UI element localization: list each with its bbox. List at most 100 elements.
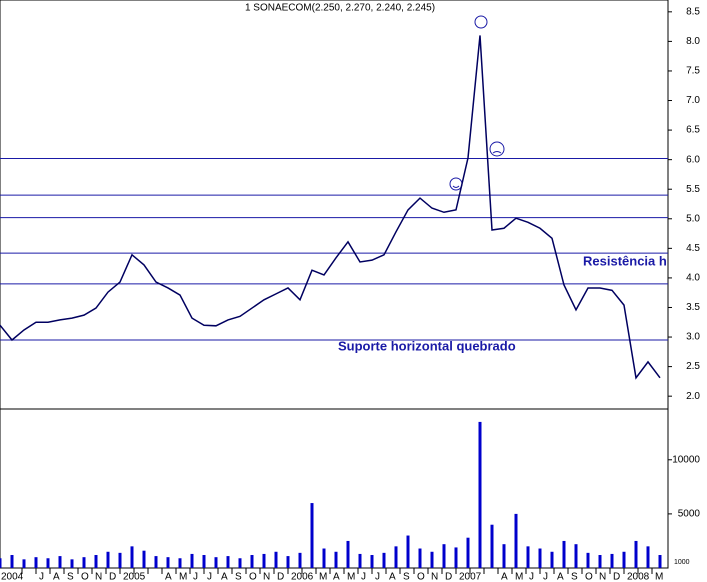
y-tick-label: 4.0 (686, 273, 700, 284)
volume-bar (82, 557, 86, 568)
x-tick-label: J (529, 572, 534, 582)
volume-bar (94, 555, 98, 568)
x-tick-label: 2004 (1, 572, 24, 582)
x-tick-label: A (221, 572, 228, 582)
x-tick-label: S (403, 572, 410, 582)
volume-bar (574, 544, 578, 568)
y-tick-label: 8.5 (686, 6, 700, 17)
y-tick-label: 5000 (678, 509, 701, 520)
volume-bar (586, 552, 590, 568)
annotation: Suporte horizontal quebrado (338, 338, 516, 353)
y-tick-label: 8.0 (686, 36, 700, 47)
chart-title: 1 SONAECOM(2.250, 2.270, 2.240, 2.245) (245, 3, 435, 14)
x-tick-label: A (333, 572, 340, 582)
x-tick-label: D (445, 572, 452, 582)
x-tick-label: M (655, 572, 663, 582)
volume-bar (550, 551, 554, 568)
volume-bar (250, 555, 254, 568)
x-tick-label: J (375, 572, 380, 582)
x-tick-label: O (585, 572, 593, 582)
volume-bar (430, 551, 434, 568)
volume-bar (418, 548, 422, 568)
x-tick-label: M (515, 572, 523, 582)
x-tick-label: O (417, 572, 425, 582)
volume-bar (478, 421, 482, 568)
volume-bar (322, 548, 326, 568)
y-tick-label: 3.0 (686, 332, 700, 343)
x-tick-label: S (67, 572, 74, 582)
y-tick-label: 5.0 (686, 213, 700, 224)
x-tick-label: M (179, 572, 187, 582)
x-tick-label: N (263, 572, 270, 582)
volume-bar (658, 555, 662, 568)
volume-bar (502, 544, 506, 568)
x-tick-label: A (165, 572, 172, 582)
volume-bar (298, 552, 302, 568)
volume-bar (466, 537, 470, 568)
volume-unit: 1000 (674, 559, 690, 566)
x-tick-label: J (543, 572, 548, 582)
y-tick-label: 10000 (672, 454, 700, 465)
x-tick-label: D (109, 572, 116, 582)
x-tick-label: S (235, 572, 242, 582)
x-tick-label: A (501, 572, 508, 582)
x-tick-label: 2005 (123, 572, 146, 582)
y-tick-label: 6.0 (686, 154, 700, 165)
volume-bar (178, 558, 182, 568)
y-tick-label: 4.5 (686, 243, 700, 254)
volume-bar (394, 546, 398, 568)
x-tick-label: 2007 (459, 572, 482, 582)
volume-bar (46, 558, 50, 568)
y-tick-label: 7.5 (686, 66, 700, 77)
volume-bar (442, 544, 446, 568)
x-tick-label: A (389, 572, 396, 582)
volume-bar (538, 548, 542, 568)
x-tick-label: A (53, 572, 60, 582)
x-tick-label: D (613, 572, 620, 582)
volume-bar (106, 551, 110, 568)
volume-bar (598, 555, 602, 568)
volume-bar (58, 556, 62, 568)
volume-bar (562, 540, 566, 568)
x-tick-label: J (361, 572, 366, 582)
volume-bar (214, 557, 218, 568)
x-tick-label: O (81, 572, 89, 582)
volume-bar (34, 557, 38, 568)
volume-bar (334, 551, 338, 568)
x-tick-label: N (431, 572, 438, 582)
volume-bar (526, 546, 530, 568)
volume-bar (202, 555, 206, 568)
y-tick-label: 3.5 (686, 302, 700, 313)
volume-bar (514, 513, 518, 568)
volume-bar (454, 547, 458, 568)
x-tick-label: O (249, 572, 257, 582)
x-tick-label: J (207, 572, 212, 582)
y-tick-label: 2.5 (686, 361, 700, 372)
volume-bar (0, 558, 2, 568)
volume-bar (622, 551, 626, 568)
x-tick-label: D (277, 572, 284, 582)
x-tick-label: 2006 (291, 572, 314, 582)
y-tick-label: 5.5 (686, 184, 700, 195)
annotation: Resistência h (583, 253, 667, 268)
volume-bar (346, 540, 350, 568)
y-tick-label: 2.0 (686, 391, 700, 402)
volume-bar (274, 551, 278, 568)
volume-bar (118, 552, 122, 568)
price-line (0, 35, 661, 380)
volume-bar (610, 553, 614, 568)
y-tick-label: 6.5 (686, 125, 700, 136)
volume-bar (70, 559, 74, 568)
volume-bar (142, 550, 146, 568)
volume-bar (490, 524, 494, 568)
x-tick-label: A (557, 572, 564, 582)
volume-bar (286, 556, 290, 568)
x-tick-label: 2008 (627, 572, 650, 582)
x-tick-label: J (39, 572, 44, 582)
volume-bar (382, 552, 386, 568)
x-tick-label: N (599, 572, 606, 582)
x-tick-label: M (347, 572, 355, 582)
volume-bar (310, 503, 314, 568)
volume-bar (130, 546, 134, 568)
